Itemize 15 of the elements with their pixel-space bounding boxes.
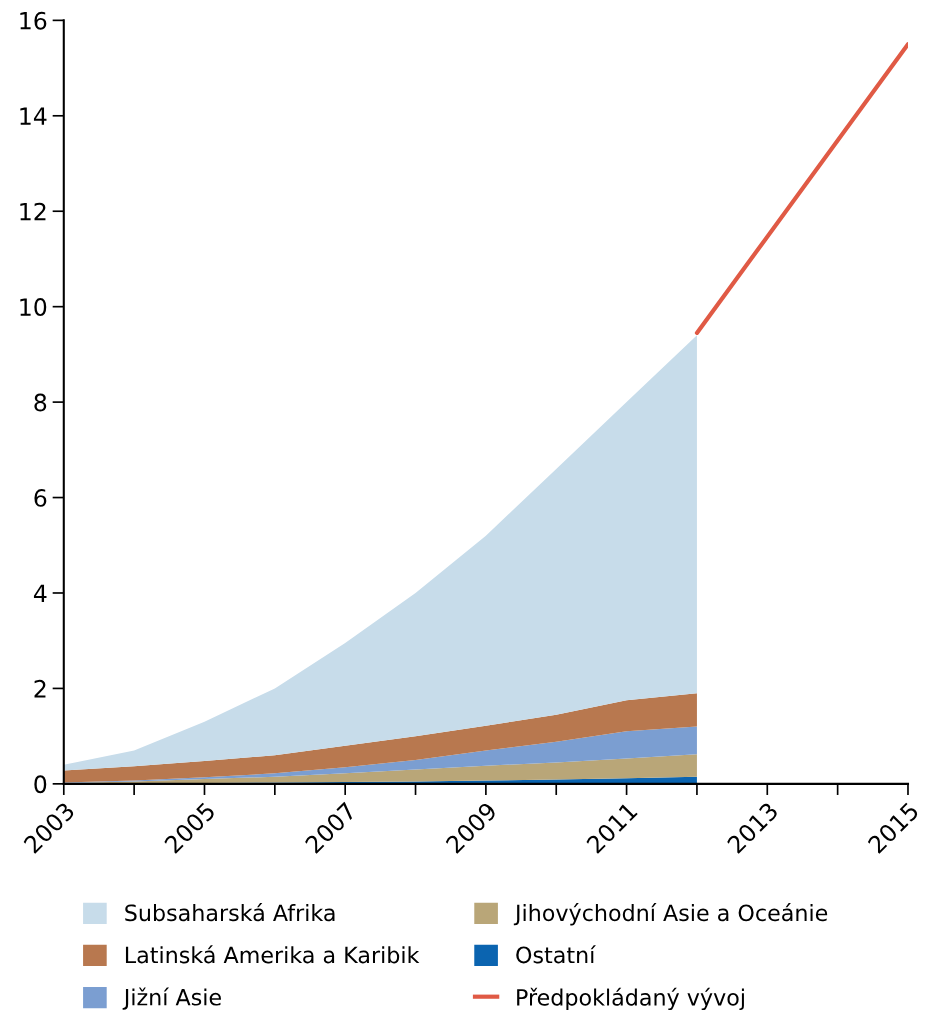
legend-label: Předpokládaný vývoj [517,987,744,1011]
y-tick-label: 10 [20,298,47,316]
legend-label: Ostatní [516,945,596,964]
y-tick-label: 16 [20,11,47,30]
legend-label: Jihovýchodní Asie a Oceánie [513,903,828,926]
y-tick-label: 2 [34,679,46,698]
legend-label: Latinská Amerika a Karibik [125,945,420,964]
legend-label: Jižní Asie [122,987,221,1010]
y-tick-label: 0 [34,775,47,794]
y-tick-label: 14 [20,107,47,125]
y-tick-label: 6 [34,488,47,507]
legend-label: Subsaharská Afrika [125,903,335,922]
y-tick-label: 8 [34,393,47,412]
y-tick-label: 12 [20,202,46,221]
y-tick-label: 4 [33,584,47,602]
